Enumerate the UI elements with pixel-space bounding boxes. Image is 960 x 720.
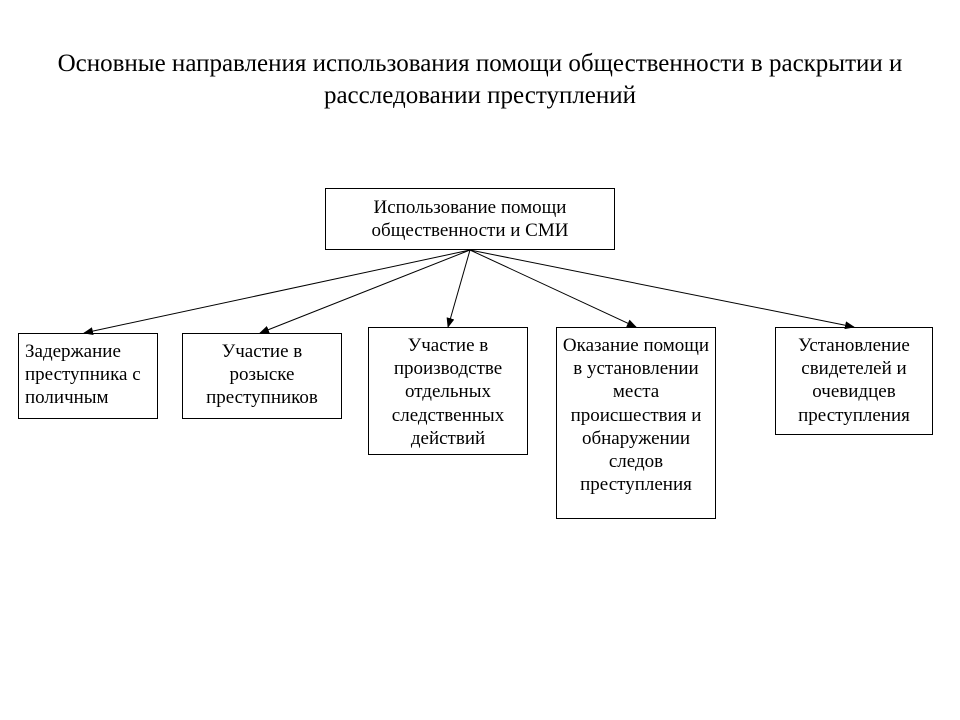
leaf-node-5-label: Установление свидетелей и очевидцев прес… <box>780 334 928 427</box>
leaf-node-2-label: Участие в розыске преступников <box>187 340 337 410</box>
edge-root-leaf4 <box>470 250 636 327</box>
edge-root-leaf2 <box>260 250 470 333</box>
leaf-node-4-label: Оказание помощи в установлении места про… <box>561 334 711 496</box>
leaf-node-4: Оказание помощи в установлении места про… <box>556 327 716 519</box>
edge-root-leaf1 <box>84 250 470 333</box>
root-node-label: Использование помощи общественности и СМ… <box>330 196 610 242</box>
leaf-node-1: Задержание преступника с поличным <box>18 333 158 419</box>
diagram-title: Основные направления использования помощ… <box>0 48 960 112</box>
edge-root-leaf3 <box>448 250 470 327</box>
root-node: Использование помощи общественности и СМ… <box>325 188 615 250</box>
leaf-node-3: Участие в производстве отдельных следств… <box>368 327 528 455</box>
leaf-node-1-label: Задержание преступника с поличным <box>25 340 153 410</box>
leaf-node-2: Участие в розыске преступников <box>182 333 342 419</box>
leaf-node-5: Установление свидетелей и очевидцев прес… <box>775 327 933 435</box>
edge-root-leaf5 <box>470 250 854 327</box>
leaf-node-3-label: Участие в производстве отдельных следств… <box>373 334 523 450</box>
